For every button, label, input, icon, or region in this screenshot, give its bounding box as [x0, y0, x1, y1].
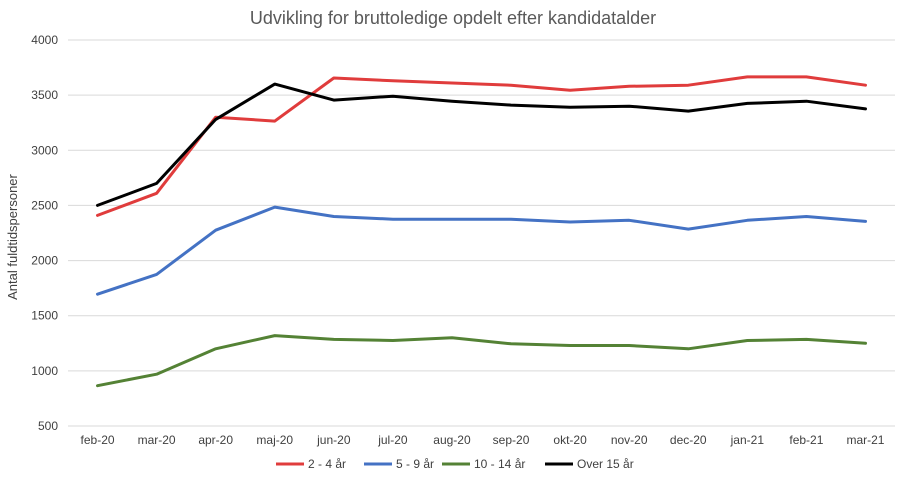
y-tick-label: 3500 — [31, 88, 58, 102]
y-tick-label: 2000 — [31, 254, 58, 268]
x-tick-label: mar-21 — [846, 433, 884, 447]
y-tick-label: 1500 — [31, 309, 58, 323]
x-tick-label: maj-20 — [256, 433, 293, 447]
x-tick-label: jan-21 — [730, 433, 765, 447]
x-tick-label: feb-20 — [81, 433, 115, 447]
y-tick-label: 4000 — [31, 33, 58, 47]
series-lines — [96, 75, 867, 388]
legend-item-2: 5 - 9 år — [364, 457, 434, 471]
y-tick-label: 3000 — [31, 143, 58, 157]
x-tick-label: feb-21 — [789, 433, 823, 447]
series-line-4 — [96, 82, 867, 207]
legend-label: 2 - 4 år — [308, 457, 346, 471]
y-tick-label: 1000 — [31, 364, 58, 378]
x-tick-label: aug-20 — [433, 433, 471, 447]
x-tick-label: sep-20 — [493, 433, 530, 447]
legend-item-1: 2 - 4 år — [276, 457, 346, 471]
y-tick-label: 500 — [38, 419, 58, 433]
x-tick-label: mar-20 — [138, 433, 176, 447]
x-tick-label: nov-20 — [611, 433, 648, 447]
x-tick-label: okt-20 — [553, 433, 587, 447]
legend-label: Over 15 år — [577, 457, 634, 471]
legend-item-4: Over 15 år — [545, 457, 634, 471]
gridlines — [68, 39, 895, 427]
series-line-3 — [96, 334, 867, 388]
y-axis-title: Antal fuldtidspersoner — [5, 173, 20, 299]
y-axis-tick-labels: 500 1000 1500 2000 2500 3000 3500 4000 — [31, 33, 58, 433]
legend-item-3: 10 - 14 år — [442, 457, 525, 471]
x-tick-label: jul-20 — [377, 433, 408, 447]
x-axis-tick-labels: feb-20 mar-20 apr-20 maj-20 jun-20 jul-20 aug-… — [81, 433, 885, 447]
x-tick-label: dec-20 — [670, 433, 707, 447]
chart-title: Udvikling for bruttoledige opdelt efter … — [250, 8, 656, 28]
y-tick-label: 2500 — [31, 198, 58, 212]
series-line-2 — [96, 205, 867, 296]
x-tick-label: apr-20 — [198, 433, 233, 447]
legend-label: 10 - 14 år — [474, 457, 525, 471]
legend-label: 5 - 9 år — [396, 457, 434, 471]
legend: 2 - 4 år 5 - 9 år 10 - 14 år Over 15 år — [276, 457, 634, 471]
series-line-1 — [96, 75, 867, 217]
x-tick-label: jun-20 — [316, 433, 351, 447]
